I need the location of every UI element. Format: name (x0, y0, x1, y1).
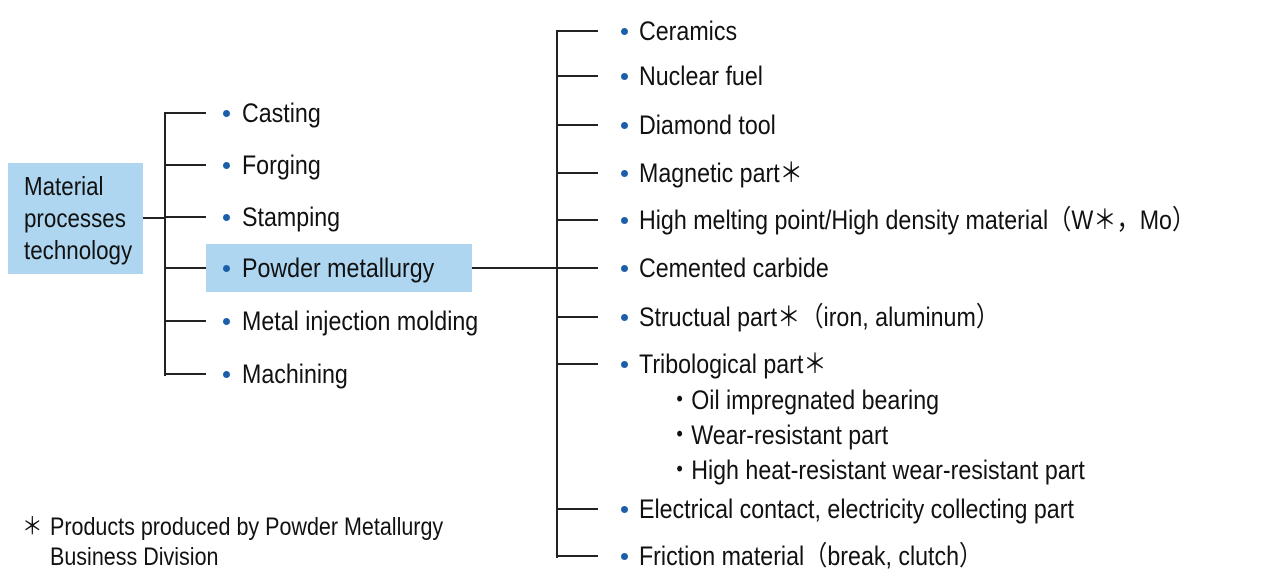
process-item: Forging (242, 150, 321, 180)
product-subitem: ・High heat-resistant wear-resistant part (668, 455, 1085, 485)
connector (165, 320, 206, 322)
product-item: Structual part＊（iron, aluminum） (639, 302, 1000, 332)
bullet-icon (621, 265, 628, 272)
product-item: Nuclear fuel (639, 61, 763, 91)
bullet-icon (223, 371, 230, 378)
connector (557, 75, 598, 77)
connector (165, 164, 206, 166)
connector (557, 363, 598, 365)
bullet-icon (621, 217, 628, 224)
product-subitem: ・Wear-resistant part (668, 420, 889, 450)
product-item: Cemented carbide (639, 253, 829, 283)
root-label-line: Material (24, 171, 104, 201)
connector (557, 219, 598, 221)
connector (165, 112, 206, 114)
connector (557, 267, 598, 269)
connector (165, 216, 206, 218)
product-item: Ceramics (639, 16, 738, 46)
bullet-icon (621, 506, 628, 513)
process-item: Powder metallurgy (242, 253, 435, 283)
product-item: Electrical contact, electricity collecti… (639, 494, 1074, 524)
bullet-icon (621, 170, 628, 177)
bullet-icon (223, 110, 230, 117)
root-label-line: technology (24, 235, 133, 265)
bullet-icon (621, 73, 628, 80)
connector (472, 267, 558, 269)
root-node: Material processes technology (8, 163, 143, 274)
connector (557, 172, 598, 174)
bullet-icon (223, 265, 230, 272)
connector (557, 316, 598, 318)
process-item: Machining (242, 359, 348, 389)
connector (164, 112, 166, 376)
connector (556, 30, 558, 558)
bullet-icon (223, 318, 230, 325)
connector (165, 267, 206, 269)
bullet-icon (621, 553, 628, 560)
process-item: Casting (242, 98, 321, 128)
product-item: Tribological part＊ (639, 349, 827, 379)
bullet-icon (223, 214, 230, 221)
process-item: Stamping (242, 202, 341, 232)
highlighted-process-box (206, 244, 472, 292)
product-item: Friction material（break, clutch） (639, 541, 983, 571)
bullet-icon (621, 314, 628, 321)
connector (557, 555, 598, 557)
bullet-icon (621, 122, 628, 129)
footnote-mark: ＊ (22, 513, 43, 540)
bullet-icon (621, 28, 628, 35)
product-item: Diamond tool (639, 110, 776, 140)
product-subitem: ・Oil impregnated bearing (668, 385, 940, 415)
connector (557, 30, 598, 32)
connector (557, 124, 598, 126)
root-label-line: processes (24, 203, 126, 233)
bullet-icon (223, 162, 230, 169)
bullet-icon (621, 361, 628, 368)
product-item: Magnetic part＊ (639, 158, 803, 188)
product-item: High melting point/High density material… (639, 205, 1196, 235)
connector (143, 217, 165, 219)
footnote-text: Business Division (50, 543, 219, 571)
connector (165, 373, 206, 375)
process-item: Metal injection molding (242, 306, 479, 336)
footnote-text: Products produced by Powder Metallurgy (50, 513, 444, 541)
connector (557, 508, 598, 510)
